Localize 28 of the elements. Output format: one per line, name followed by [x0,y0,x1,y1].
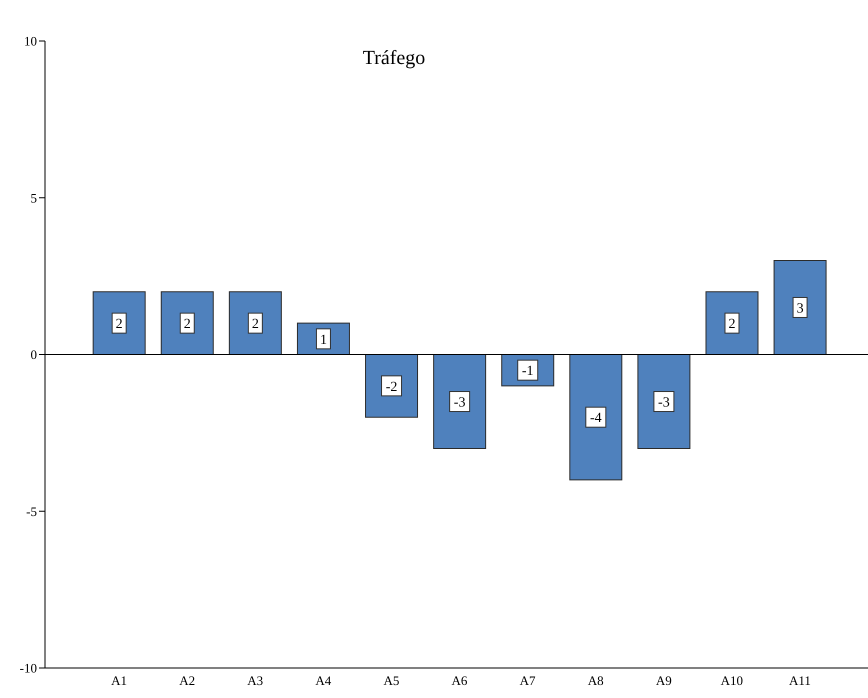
x-tick-label: A11 [789,673,811,688]
data-label: -1 [522,364,534,380]
x-tick-label: A3 [247,673,264,688]
x-tick-label: A1 [111,673,127,688]
data-label: 2 [116,317,123,332]
data-label: -4 [590,411,602,426]
x-tick-label: A4 [315,673,332,688]
x-tick-label: A10 [720,673,744,688]
data-label: 2 [184,317,191,332]
data-label: 2 [728,317,736,332]
x-tick-label: A9 [656,673,672,688]
chart-title: Tráfego [362,47,426,69]
y-tick-label: 5 [30,190,37,206]
x-tick-label: A6 [452,673,468,688]
x-tick-label: A2 [179,673,196,688]
x-tick-label: A7 [520,673,536,688]
data-label: 1 [320,332,327,348]
y-tick-label: 10 [24,34,37,49]
data-label: 2 [252,317,259,332]
data-label: 3 [796,301,804,316]
x-tick-label: A8 [588,673,604,688]
y-tick-label: -5 [26,504,37,519]
x-tick-label: A5 [383,673,400,688]
data-label: -3 [658,396,670,411]
y-tick-label: -10 [20,660,37,676]
data-label: -2 [386,380,398,395]
data-label: -3 [454,396,466,411]
y-tick-label: 0 [30,347,37,362]
